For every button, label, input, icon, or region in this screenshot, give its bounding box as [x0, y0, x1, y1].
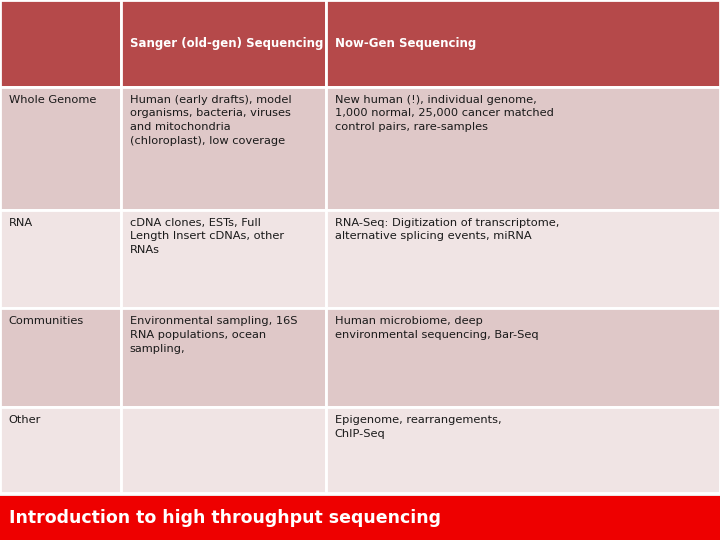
- Text: Other: Other: [9, 415, 41, 425]
- Text: Now-Gen Sequencing: Now-Gen Sequencing: [335, 37, 476, 50]
- Bar: [326, 308, 720, 407]
- Text: Sanger (old-gen) Sequencing: Sanger (old-gen) Sequencing: [130, 37, 323, 50]
- Bar: [0, 210, 121, 308]
- Bar: [326, 407, 720, 493]
- Bar: [121, 210, 326, 308]
- Bar: [121, 407, 326, 493]
- Bar: [326, 87, 720, 210]
- Text: Whole Genome: Whole Genome: [9, 95, 96, 105]
- Text: Communities: Communities: [9, 316, 84, 327]
- Bar: [0, 407, 121, 493]
- Bar: [0, 496, 720, 540]
- Text: Epigenome, rearrangements,
ChIP-Seq: Epigenome, rearrangements, ChIP-Seq: [335, 415, 501, 438]
- Bar: [0, 0, 121, 87]
- Text: New human (!), individual genome,
1,000 normal, 25,000 cancer matched
control pa: New human (!), individual genome, 1,000 …: [335, 95, 554, 132]
- Text: Human microbiome, deep
environmental sequencing, Bar-Seq: Human microbiome, deep environmental seq…: [335, 316, 539, 340]
- Text: RNA: RNA: [9, 218, 33, 228]
- Text: RNA-Seq: Digitization of transcriptome,
alternative splicing events, miRNA: RNA-Seq: Digitization of transcriptome, …: [335, 218, 559, 241]
- Bar: [326, 0, 720, 87]
- Bar: [326, 210, 720, 308]
- Bar: [121, 87, 326, 210]
- Text: Human (early drafts), model
organisms, bacteria, viruses
and mitochondria
(chlor: Human (early drafts), model organisms, b…: [130, 95, 291, 146]
- Bar: [0, 308, 121, 407]
- Text: cDNA clones, ESTs, Full
Length Insert cDNAs, other
RNAs: cDNA clones, ESTs, Full Length Insert cD…: [130, 218, 284, 255]
- Bar: [121, 308, 326, 407]
- Text: Introduction to high throughput sequencing: Introduction to high throughput sequenci…: [9, 509, 441, 527]
- Text: Environmental sampling, 16S
RNA populations, ocean
sampling,: Environmental sampling, 16S RNA populati…: [130, 316, 297, 354]
- Bar: [121, 0, 326, 87]
- Bar: [0, 87, 121, 210]
